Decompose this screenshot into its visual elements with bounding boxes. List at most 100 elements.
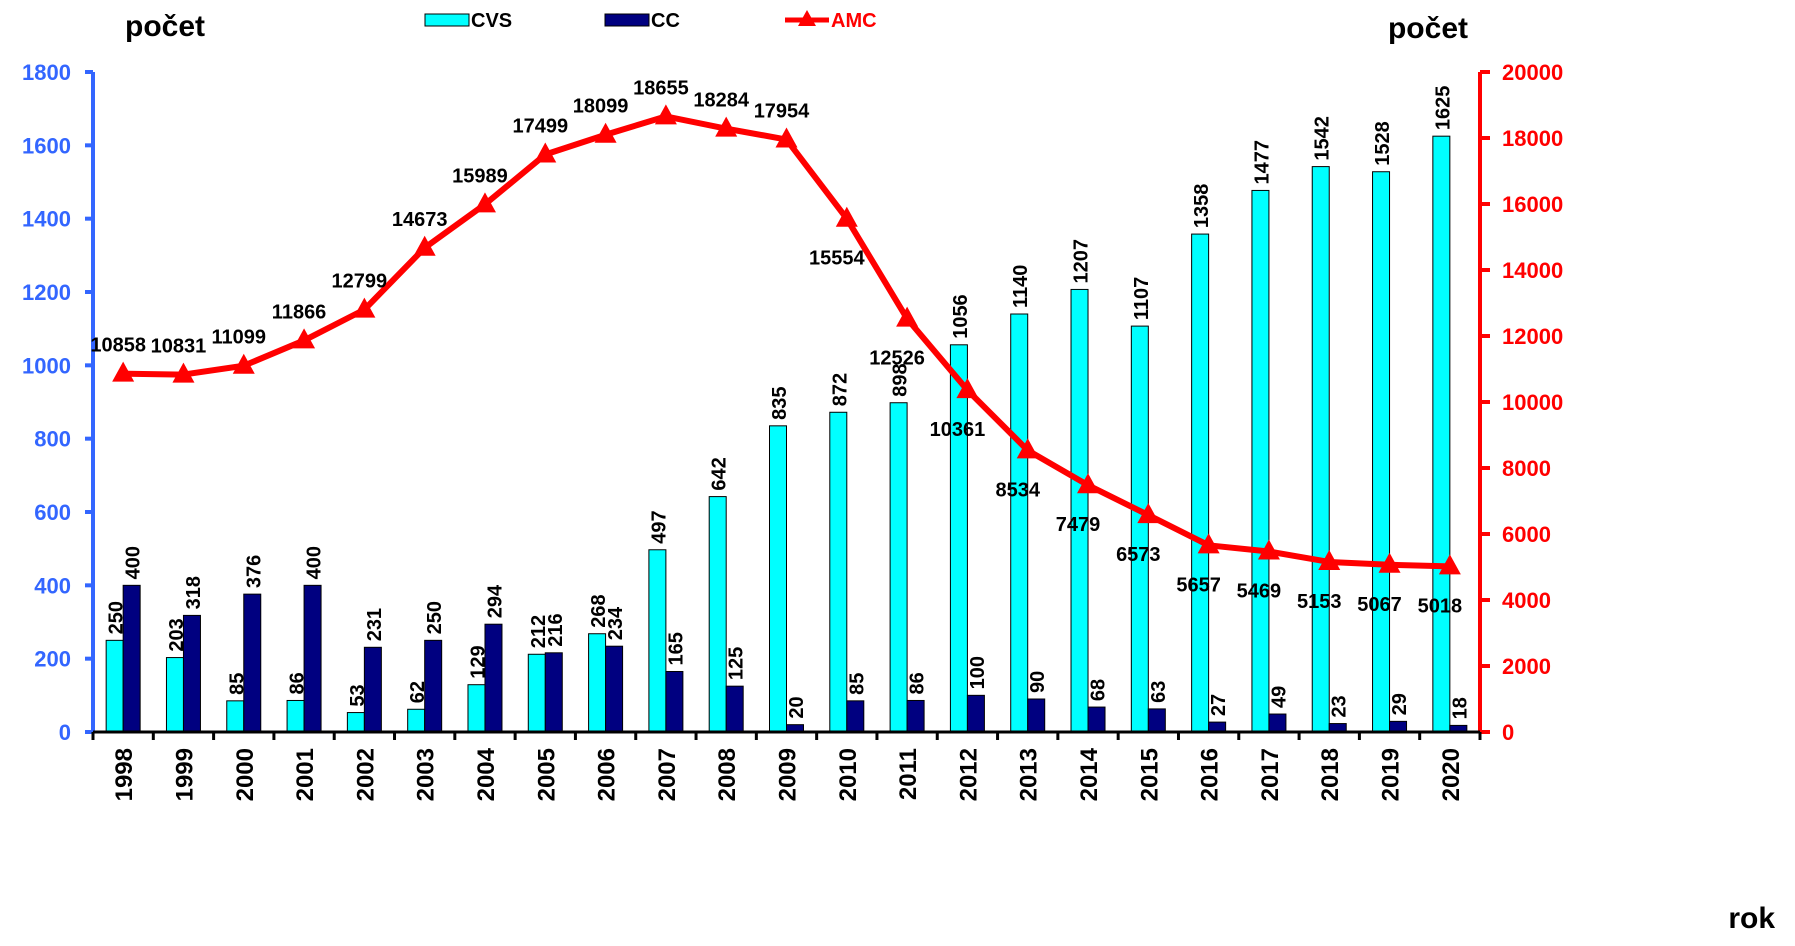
line-value-label: 11099	[212, 327, 267, 349]
line-value-label: 12799	[332, 271, 388, 293]
bar-value-label: 85	[226, 673, 248, 695]
x-tick-label: 2010	[835, 748, 862, 801]
bar	[544, 652, 563, 733]
bar	[665, 671, 684, 733]
y-tick-label: 0	[59, 720, 71, 745]
bar	[346, 712, 365, 733]
bar-value-label: 100	[967, 656, 989, 689]
legend-swatch	[604, 13, 650, 27]
bar	[829, 411, 848, 733]
bar-value-label: 27	[1208, 694, 1230, 716]
line-marker	[1257, 539, 1280, 560]
bar-value-label: 1056	[950, 294, 972, 339]
bar	[1130, 325, 1149, 733]
line-marker	[413, 235, 436, 256]
bar-value-label: 23	[1329, 695, 1351, 717]
bar	[484, 623, 503, 733]
bar	[588, 633, 607, 733]
y-title: počet	[125, 10, 205, 43]
x-tick-label: 2019	[1378, 748, 1405, 801]
bar	[949, 344, 968, 733]
bar-value-label: 294	[484, 584, 506, 618]
line-marker	[1378, 552, 1401, 573]
bar	[122, 584, 141, 733]
bar	[1191, 233, 1210, 733]
x-tick-label: 1998	[111, 748, 138, 801]
bar	[1010, 313, 1029, 733]
bar-value-label: 29	[1389, 693, 1411, 715]
bar-value-label: 165	[665, 632, 687, 665]
bar-value-label: 85	[846, 673, 868, 695]
line-value-label: 15989	[452, 165, 508, 187]
x-tick-label: 2015	[1136, 748, 1163, 801]
x-tick-label: 2016	[1197, 748, 1224, 801]
bar-value-label: 1528	[1372, 121, 1394, 166]
bar	[846, 700, 865, 733]
bar	[725, 685, 744, 733]
x-tick-label: 2006	[594, 748, 621, 801]
line-marker	[896, 306, 919, 327]
bar	[1372, 171, 1391, 733]
line-marker	[1197, 533, 1220, 554]
bar-value-label: 835	[769, 386, 791, 419]
x-tick-label: 2014	[1076, 747, 1103, 801]
bar-value-label: 53	[347, 684, 369, 706]
bar	[1251, 189, 1270, 733]
bar	[243, 593, 262, 733]
bar	[648, 549, 667, 733]
bar	[1268, 713, 1287, 733]
line-marker	[1137, 503, 1160, 524]
y2-tick-label: 16000	[1502, 192, 1563, 217]
line-value-label: 18099	[573, 96, 629, 118]
bar-value-label: 68	[1088, 679, 1110, 701]
bar-value-label: 400	[123, 546, 145, 579]
x-tick-label: 2013	[1016, 748, 1043, 801]
line-value-label: 18284	[693, 90, 749, 112]
x-tick-label: 2008	[714, 748, 741, 801]
bar-value-label: 1140	[1010, 265, 1032, 308]
bar	[182, 614, 201, 733]
y2-title: počet	[1388, 12, 1468, 45]
x-tick-label: 2001	[292, 748, 319, 801]
bar-value-label: 642	[709, 457, 731, 490]
y-tick-label: 200	[34, 647, 71, 672]
bar-value-label: 497	[648, 510, 670, 543]
x-tick-label: 2005	[533, 748, 560, 801]
line-marker	[112, 361, 135, 382]
line-marker	[654, 104, 677, 125]
bar-value-label: 18	[1449, 697, 1471, 719]
line-value-label: 11866	[272, 301, 327, 323]
line-value-label: 14673	[392, 209, 448, 231]
y2-tick-label: 4000	[1502, 588, 1551, 613]
line-marker	[1318, 549, 1341, 570]
y2-tick-label: 14000	[1502, 258, 1563, 283]
line-value-label: 7479	[1056, 514, 1101, 536]
x-tick-label: 2004	[473, 747, 500, 801]
line-value-label: 5469	[1237, 581, 1282, 603]
bar	[1389, 720, 1408, 733]
bar-value-label: 376	[243, 555, 265, 588]
line-marker	[835, 206, 858, 227]
line-marker	[1438, 554, 1461, 575]
legend-label: AMC	[831, 10, 877, 32]
bar	[165, 657, 184, 733]
bar-value-label: 400	[304, 546, 326, 579]
bar	[105, 639, 124, 733]
line-value-label: 5153	[1297, 591, 1342, 613]
x-tick-label: 2009	[775, 748, 802, 801]
y-tick-label: 1600	[22, 133, 71, 158]
bar-value-label: 86	[287, 672, 309, 694]
line-marker	[594, 122, 617, 143]
bar	[1147, 708, 1166, 733]
x-tick-label: 1999	[171, 748, 198, 801]
line-marker	[353, 297, 376, 318]
bar	[966, 694, 985, 733]
y2-tick-label: 0	[1502, 720, 1514, 745]
line-marker	[473, 192, 496, 213]
bar	[708, 496, 727, 733]
bar	[605, 645, 624, 733]
line-value-label: 5657	[1176, 574, 1221, 596]
bar	[303, 584, 322, 733]
y-tick-label: 1800	[22, 60, 71, 85]
